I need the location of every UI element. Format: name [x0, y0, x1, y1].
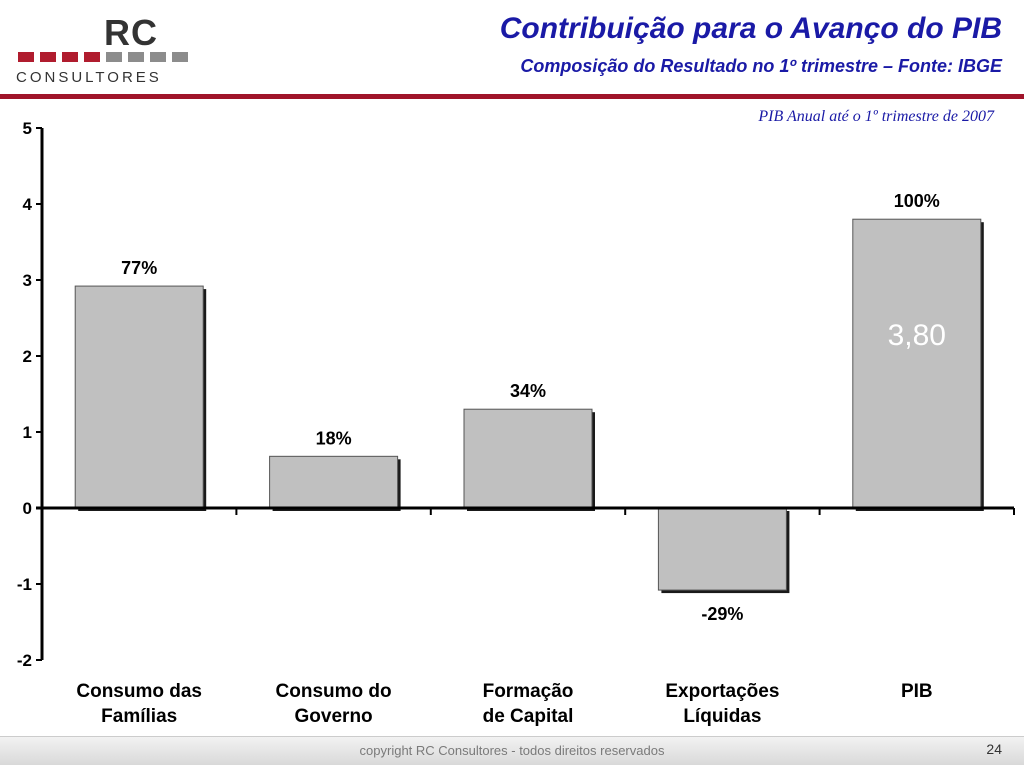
logo-square	[18, 52, 34, 62]
y-tick-label: 4	[23, 195, 33, 214]
x-category-label: Formação	[483, 681, 574, 702]
x-category-label: Líquidas	[683, 706, 761, 727]
bar-chart: 5 4 3 2 1 0 -1 -2 77% Consumo das Famílias 18% Consu…	[17, 119, 1015, 727]
data-label: 18%	[316, 428, 352, 448]
data-label: 100%	[894, 191, 940, 211]
x-category-label: de Capital	[483, 706, 574, 727]
logo-square	[62, 52, 78, 62]
page-number: 24	[986, 741, 1002, 757]
bar	[269, 455, 399, 509]
footer-band	[0, 736, 1024, 765]
y-tick-label: 3	[23, 271, 32, 290]
logo: RC CONSULTORES	[12, 8, 188, 88]
x-category-label: Consumo das	[76, 681, 202, 702]
x-category-label: Exportações	[665, 681, 779, 702]
data-label: 34%	[510, 381, 546, 401]
logo-square	[84, 52, 100, 62]
y-tick-label: 0	[23, 499, 32, 518]
x-category-label: Governo	[295, 706, 373, 727]
x-category-label: Consumo do	[276, 681, 392, 702]
y-tick-label: -2	[17, 651, 32, 670]
data-label: 77%	[121, 258, 157, 278]
chart-annotation: PIB Anual até o 1º trimestre de 2007	[758, 108, 994, 125]
logo-square	[150, 52, 166, 62]
logo-square	[128, 52, 144, 62]
logo-subtitle: CONSULTORES	[16, 69, 162, 86]
logo-squares	[18, 52, 188, 62]
header-rule	[0, 94, 1024, 99]
bar	[852, 218, 982, 509]
bar	[657, 507, 787, 591]
x-category-label: PIB	[901, 681, 933, 702]
bar	[463, 408, 593, 509]
logo-square	[106, 52, 122, 62]
y-tick-label: 2	[23, 347, 32, 366]
bar	[74, 285, 204, 509]
logo-square	[172, 52, 188, 62]
y-tick-label: -1	[17, 575, 32, 594]
logo-mark: RC	[104, 12, 158, 53]
logo-square	[40, 52, 56, 62]
x-category-label: Famílias	[101, 706, 177, 727]
bar-value-label: 3,80	[888, 319, 946, 352]
copyright-text: copyright RC Consultores - todos direito…	[359, 743, 665, 758]
data-label: -29%	[701, 604, 743, 624]
y-tick-label: 5	[23, 119, 32, 138]
page-subtitle: Composição do Resultado no 1º trimestre …	[520, 56, 1002, 76]
y-tick-label: 1	[23, 423, 32, 442]
page-title: Contribuição para o Avanço do PIB	[499, 12, 1002, 45]
